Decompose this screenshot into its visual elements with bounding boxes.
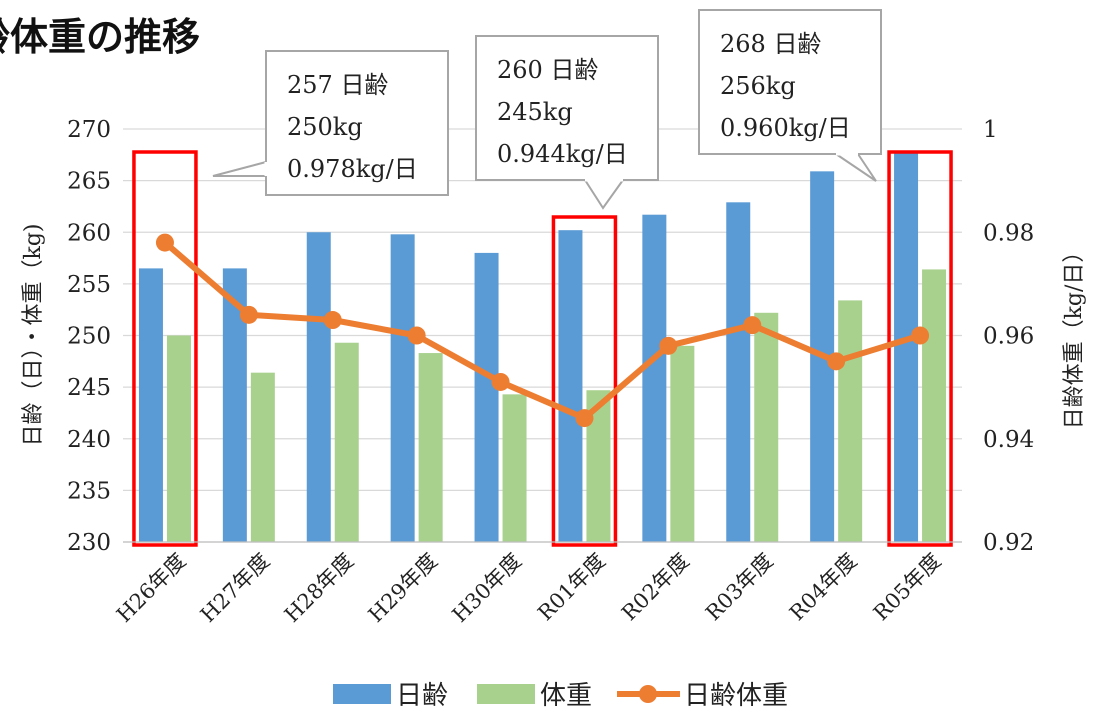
age-weight-point bbox=[155, 233, 174, 252]
y-tick-label: 250 bbox=[67, 324, 111, 350]
bar-weight bbox=[166, 335, 191, 542]
x-tick-label: H28年度 bbox=[280, 549, 359, 628]
bar-weight bbox=[250, 372, 275, 542]
age-weight-point bbox=[659, 336, 678, 355]
y2-tick-label: 0.98 bbox=[983, 220, 1034, 246]
x-tick-label: R03年度 bbox=[701, 549, 778, 626]
x-tick-label: R05年度 bbox=[869, 549, 946, 626]
y-tick-label: 260 bbox=[67, 220, 111, 246]
y2-tick-label: 0.96 bbox=[983, 324, 1034, 350]
bar-weight bbox=[922, 269, 947, 542]
age-weight-point bbox=[743, 316, 762, 335]
callout: 257 日齢 250kg 0.978kg/日 bbox=[212, 50, 449, 196]
bar-weight bbox=[670, 345, 695, 542]
callout-text: 257 日齢 bbox=[287, 71, 388, 99]
bar-weight bbox=[838, 300, 863, 542]
bar-series bbox=[138, 150, 947, 542]
bar-age bbox=[390, 234, 415, 542]
bar-age bbox=[306, 232, 331, 542]
bar-weight bbox=[418, 353, 443, 542]
callout-text: 0.960kg/日 bbox=[720, 114, 851, 142]
y-tick-label: 265 bbox=[67, 169, 111, 195]
y-tick-label: 240 bbox=[67, 427, 111, 453]
callout-text: 256kg bbox=[720, 72, 796, 100]
y2-tick-label: 0.92 bbox=[983, 530, 1034, 556]
legend-swatch-age bbox=[333, 684, 391, 704]
age-weight-point bbox=[407, 326, 426, 345]
callout-text: 0.944kg/日 bbox=[497, 140, 628, 168]
legend-swatch-weight bbox=[477, 684, 535, 704]
y-tick-label: 245 bbox=[67, 375, 111, 401]
callout-text: 250kg bbox=[287, 113, 363, 141]
age-weight-point bbox=[575, 409, 594, 428]
age-weight-line bbox=[162, 240, 921, 422]
legend-label-age-weight: 日齢体重 bbox=[684, 681, 788, 711]
line-series bbox=[155, 233, 930, 428]
y-tick-label: 270 bbox=[67, 117, 111, 143]
callout-text: 268 日齢 bbox=[720, 30, 821, 58]
bar-weight bbox=[754, 312, 779, 542]
legend-label-weight: 体重 bbox=[540, 681, 592, 711]
callout-text: 245kg bbox=[497, 98, 573, 126]
y-tick-label: 230 bbox=[67, 530, 111, 556]
bar-age bbox=[558, 230, 583, 542]
callout-text: 260 日齢 bbox=[497, 56, 598, 84]
x-tick-label: H30年度 bbox=[448, 549, 527, 628]
highlight-boxes bbox=[132, 150, 953, 547]
legend: 日齢 体重 日齢体重 bbox=[333, 681, 788, 711]
age-weight-point bbox=[911, 326, 930, 345]
callout-box bbox=[698, 9, 882, 155]
age-weight-point bbox=[827, 352, 846, 371]
callout-tail bbox=[212, 161, 267, 177]
highlight-box bbox=[551, 215, 618, 547]
callout-tail bbox=[835, 153, 877, 182]
age-weight-point bbox=[323, 311, 342, 330]
bar-weight bbox=[334, 342, 359, 542]
callout-box bbox=[265, 50, 449, 196]
y2-axis-label: 日齢体重（kg/日） bbox=[1062, 241, 1087, 430]
age-weight-point bbox=[239, 305, 258, 324]
x-tick-label: R04年度 bbox=[785, 549, 862, 626]
highlight-box bbox=[887, 150, 953, 547]
callout-tail bbox=[584, 179, 624, 210]
callout: 260 日齢 245kg 0.944kg/日 bbox=[475, 35, 659, 210]
callout-tail-fill bbox=[585, 180, 623, 208]
legend-swatch-marker bbox=[639, 685, 657, 703]
x-tick-label: H26年度 bbox=[112, 549, 191, 628]
x-tick-label: R02年度 bbox=[617, 549, 694, 626]
bar-weight bbox=[502, 394, 527, 542]
y-tick-label: 255 bbox=[67, 272, 111, 298]
age-weight-point bbox=[491, 372, 510, 391]
highlight-box bbox=[132, 150, 198, 547]
bar-age bbox=[894, 150, 919, 542]
legend-label-age: 日齢 bbox=[396, 681, 448, 711]
bar-age bbox=[726, 202, 751, 542]
gridlines bbox=[123, 128, 962, 543]
callout: 268 日齢 256kg 0.960kg/日 bbox=[698, 9, 882, 182]
x-tick-label: H27年度 bbox=[196, 549, 275, 628]
y-axis-label: 日齢（日）・体重（kg) bbox=[21, 224, 46, 447]
x-tick-label: H29年度 bbox=[364, 549, 443, 628]
bar-age bbox=[138, 268, 163, 542]
bar-age bbox=[474, 252, 499, 542]
callout-box bbox=[475, 35, 659, 181]
callouts: 257 日齢 250kg 0.978kg/日 260 日齢 245kg 0.944kg/日… bbox=[212, 9, 882, 210]
y2-tick-label: 1 bbox=[983, 117, 998, 143]
x-tick-label: R01年度 bbox=[533, 549, 610, 626]
y-tick-label: 235 bbox=[67, 478, 111, 504]
callout-text: 0.978kg/日 bbox=[287, 155, 418, 183]
chart-title: 齢体重の推移 bbox=[0, 15, 201, 59]
y2-tick-label: 0.94 bbox=[983, 427, 1034, 453]
bar-age bbox=[642, 214, 667, 542]
